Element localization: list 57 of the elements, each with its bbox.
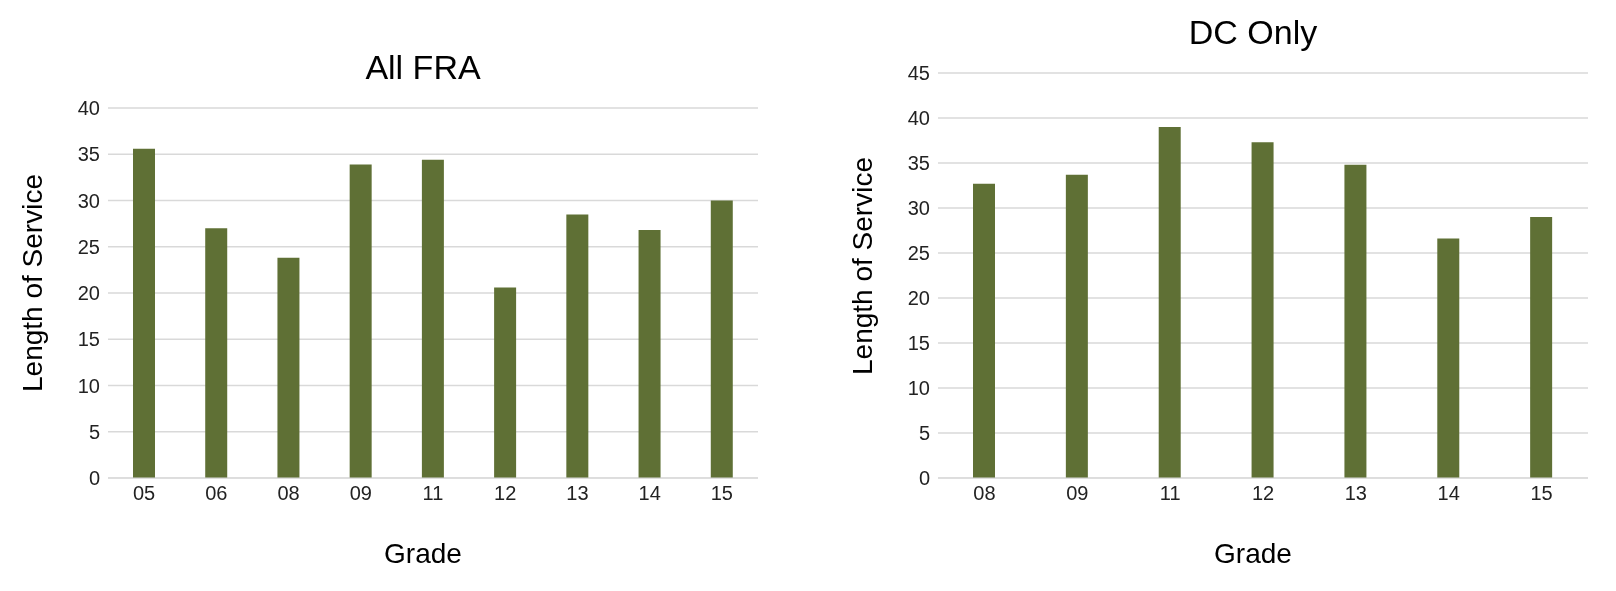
chart-title: All FRA [364,48,482,87]
x-tick-label: 08 [277,482,300,505]
x-tick-label: 14 [638,482,661,505]
y-tick-label: 35 [907,152,930,175]
bar [1158,127,1181,478]
x-axis-title: Grade [1213,538,1293,570]
y-tick-label: 15 [77,328,100,351]
y-axis-title: Length of Service [17,174,49,392]
x-tick-label: 11 [422,482,444,505]
x-tick-label: 15 [710,482,734,505]
bar [710,200,733,478]
bar [566,214,589,478]
y-tick-label: 35 [77,143,100,166]
chart-title: DC Only [1187,13,1319,52]
y-tick-label: 0 [88,467,100,490]
bar [421,159,444,478]
x-tick-label: 09 [349,482,372,505]
x-tick-label: 14 [1437,482,1460,505]
y-tick-label: 10 [77,374,100,397]
y-tick-label: 0 [918,467,930,490]
bar [133,148,155,478]
y-axis-title: Length of Service [847,156,879,375]
y-tick-label: 5 [88,420,100,443]
x-tick-label: 15 [1530,482,1553,505]
bar [1530,217,1553,478]
bar [973,183,995,478]
bar [638,230,661,478]
bar [1065,174,1088,478]
y-tick-label: 15 [907,332,930,355]
x-tick-label: 13 [566,482,589,505]
y-tick-label: 20 [907,287,930,310]
y-tick-label: 40 [907,107,930,130]
x-tick-label: 12 [494,482,517,505]
bar [1251,142,1274,478]
y-tick-label: 20 [77,282,100,305]
bar [349,164,372,478]
y-tick-label: 25 [77,235,100,258]
x-axis-title: Grade [383,538,463,570]
x-tick-label: 09 [1066,482,1089,505]
bar [1344,164,1367,478]
bar [205,228,228,478]
bar [494,287,517,478]
x-tick-label: 06 [205,482,228,505]
x-tick-label: 13 [1344,482,1367,505]
y-tick-label: 40 [77,97,100,120]
x-tick-label: 11 [1159,482,1181,505]
bar [1437,238,1460,478]
x-tick-label: 05 [132,482,156,505]
y-tick-label: 30 [77,189,100,212]
bar [277,257,300,478]
y-tick-label: 45 [907,62,930,85]
y-tick-label: 10 [907,377,930,400]
x-tick-label: 08 [973,482,996,505]
x-tick-label: 12 [1251,482,1275,505]
y-tick-label: 30 [907,197,930,220]
y-tick-label: 5 [918,422,930,445]
y-tick-label: 25 [907,242,930,265]
